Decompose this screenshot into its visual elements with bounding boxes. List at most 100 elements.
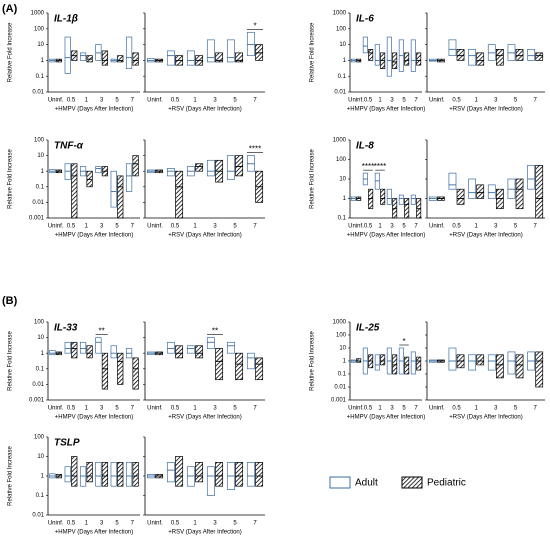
box: [79, 52, 87, 61]
x-tick-label: Uninf.: [429, 406, 445, 412]
y-axis-label: Relative Fold Increase: [310, 330, 316, 390]
x-tick-label: 1: [474, 406, 478, 412]
x-tick-label: Uninf.: [147, 224, 163, 230]
y-axis-label: Relative Fold Increase: [310, 22, 316, 82]
x-tick-label: 5: [233, 521, 237, 527]
legend-label: Pediatric: [427, 478, 466, 489]
box: [175, 345, 184, 359]
x-tick-label: Uninf.: [348, 224, 364, 230]
box: [195, 462, 204, 483]
box: [448, 39, 457, 56]
x-tick-label: 7: [533, 406, 537, 412]
box: [71, 341, 78, 359]
x-tick-label: 1: [193, 98, 197, 104]
box: [515, 354, 524, 379]
panel-title: IL-33: [54, 323, 78, 334]
y-tick-label: 1000: [31, 11, 45, 17]
legend-swatch: [401, 476, 423, 489]
x-tick-label: Uninf.: [348, 406, 364, 412]
y-tick-label: 100: [336, 333, 347, 339]
box: [49, 350, 56, 356]
box: [64, 341, 71, 354]
x-tick-label: 0.5: [452, 224, 461, 230]
x-tick-label: 7: [414, 224, 418, 230]
box: [95, 337, 102, 354]
box: [374, 354, 380, 371]
box: [410, 39, 416, 72]
panel-title: TNF-α: [54, 141, 84, 152]
x-tick-label: 0.5: [67, 98, 76, 104]
x-tick-label: 7: [253, 406, 257, 412]
box: [476, 52, 485, 66]
box: [64, 36, 71, 74]
box: [527, 49, 536, 61]
x-tick-label: 1: [378, 406, 382, 412]
box: [476, 184, 485, 199]
box: [95, 462, 102, 487]
x-tick-label: 7: [414, 98, 418, 104]
x-tick-label: 1: [85, 98, 89, 104]
box: [79, 341, 87, 354]
y-axis-label: Relative Fold Increase: [8, 445, 14, 505]
box: [186, 50, 195, 66]
x-tick-label: 1: [193, 224, 197, 230]
x-axis-label: +HMPV (Days After Infection): [55, 530, 134, 536]
box: [206, 337, 215, 349]
x-axis-label: +HMPV (Days After Infection): [347, 233, 426, 239]
x-tick-label: 7: [414, 406, 418, 412]
y-tick-label: 10: [339, 42, 346, 48]
box: [410, 194, 416, 205]
box: [235, 352, 244, 381]
box: [125, 462, 133, 487]
y-tick-label: 100: [336, 26, 347, 32]
y-tick-label: 1: [343, 58, 347, 64]
box: [71, 163, 78, 219]
x-tick-label: Uninf.: [48, 521, 64, 527]
box: [380, 188, 386, 205]
x-tick-label: 3: [213, 406, 217, 412]
x-tick-label: 3: [494, 406, 498, 412]
panel-title: IL-6: [356, 14, 374, 25]
x-tick-label: 0.5: [171, 406, 180, 412]
y-tick-label: 0.001: [331, 398, 347, 404]
x-axis-label: +RSV (Days After Infection): [449, 107, 523, 113]
x-tick-label: 3: [390, 98, 394, 104]
box: [132, 357, 139, 390]
box: [356, 358, 362, 363]
box: [392, 52, 398, 70]
x-tick-label: 7: [131, 98, 135, 104]
box: [362, 36, 368, 54]
x-tick-label: 7: [131, 521, 135, 527]
x-tick-label: 1: [193, 521, 197, 527]
y-tick-label: 10: [37, 42, 44, 48]
x-axis-label: +RSV (Days After Infection): [168, 530, 242, 536]
y-tick-label: 1: [41, 474, 45, 480]
box: [535, 165, 544, 219]
x-tick-label: Uninf.: [348, 98, 364, 104]
significance: ****: [249, 145, 261, 154]
box: [64, 466, 71, 483]
x-tick-label: 7: [253, 224, 257, 230]
box: [166, 341, 175, 354]
x-tick-label: Uninf.: [48, 98, 64, 104]
x-tick-label: 3: [494, 224, 498, 230]
section-label: (B): [2, 295, 18, 307]
x-tick-label: 5: [402, 406, 406, 412]
box: [404, 356, 410, 375]
y-tick-label: 10: [37, 335, 44, 341]
y-tick-label: 1: [41, 169, 45, 175]
y-tick-label: 0.01: [334, 385, 346, 391]
x-tick-label: 0.5: [171, 98, 180, 104]
box: [206, 159, 215, 177]
box: [246, 462, 255, 487]
y-tick-label: 100: [336, 157, 347, 163]
y-tick-label: 10: [339, 177, 346, 183]
x-axis-label: +HMPV (Days After Infection): [347, 107, 426, 113]
x-tick-label: 3: [213, 521, 217, 527]
x-tick-label: 5: [402, 224, 406, 230]
y-tick-label: 0.01: [32, 90, 44, 96]
box: [186, 345, 195, 354]
significance: ****: [374, 162, 386, 171]
y-axis-label: Relative Fold Increase: [8, 148, 14, 208]
